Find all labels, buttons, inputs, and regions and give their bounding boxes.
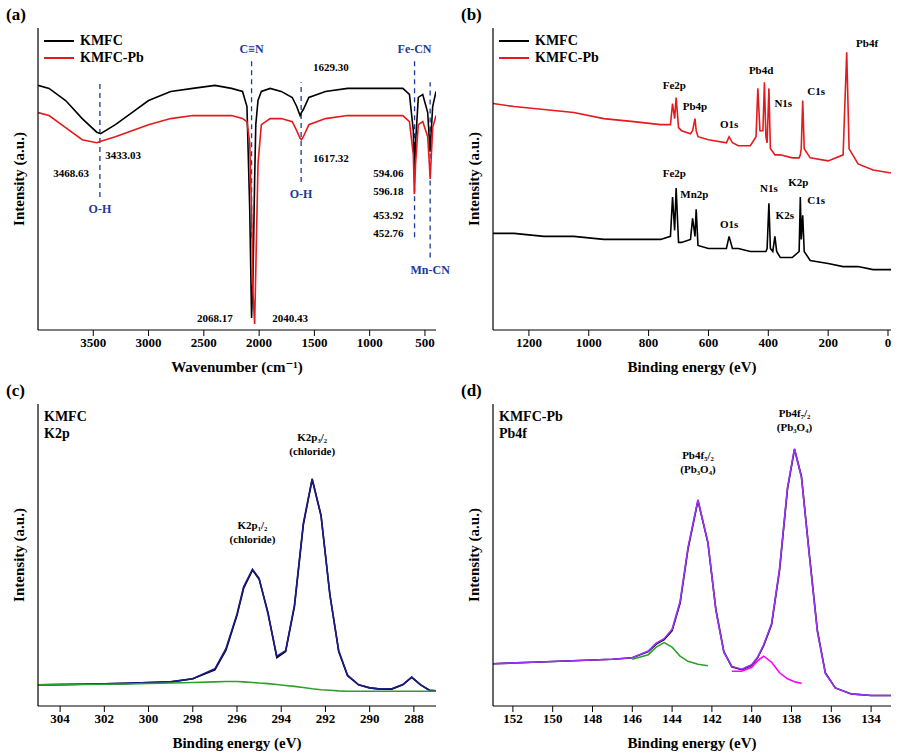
svg-text:146: 146 [623, 711, 643, 726]
html-text:Pb4f: Pb4f [499, 426, 527, 441]
svg-text:1629.30: 1629.30 [313, 61, 349, 73]
svg-text:2000: 2000 [246, 335, 272, 350]
svg-text:3000: 3000 [136, 335, 162, 350]
svg-text:200: 200 [818, 335, 838, 350]
html-text:KMFC: KMFC [535, 32, 578, 48]
svg-text:Pb4f: Pb4f [856, 37, 878, 49]
html-text:KMFC-Pb: KMFC-Pb [499, 409, 563, 424]
html-text:KMFC: KMFC [80, 32, 123, 48]
svg-text:3500: 3500 [80, 335, 106, 350]
svg-text:O-H: O-H [290, 187, 313, 201]
html-text:(d): (d) [461, 381, 482, 400]
svg-text:3468.63: 3468.63 [53, 167, 89, 179]
svg-text:302: 302 [95, 711, 115, 726]
svg-text:3433.03: 3433.03 [105, 149, 141, 161]
svg-text:O1s: O1s [720, 218, 739, 230]
svg-text:Binding energy (eV): Binding energy (eV) [627, 359, 756, 376]
svg-text:140: 140 [742, 711, 762, 726]
svg-text:144: 144 [662, 711, 682, 726]
svg-text:1200: 1200 [516, 335, 542, 350]
svg-text:Binding energy (eV): Binding energy (eV) [627, 735, 756, 752]
svg-text:Mn-CN: Mn-CN [410, 263, 450, 277]
svg-text:142: 142 [702, 711, 722, 726]
svg-text:Intensity (a.u.): Intensity (a.u.) [11, 132, 28, 226]
svg-text:K2s: K2s [776, 209, 795, 221]
svg-text:298: 298 [183, 711, 203, 726]
svg-text:Mn2p: Mn2p [680, 188, 708, 200]
html-text:KMFC-Pb: KMFC-Pb [80, 49, 144, 65]
svg-text:1000: 1000 [576, 335, 602, 350]
svg-text:C1s: C1s [807, 85, 825, 97]
svg-text:O-H: O-H [89, 202, 112, 216]
svg-text:K2p: K2p [788, 176, 808, 188]
svg-text:150: 150 [543, 711, 563, 726]
svg-text:K2p₃/₂(chloride): K2p₃/₂(chloride) [289, 431, 335, 458]
svg-text:800: 800 [639, 335, 659, 350]
svg-text:Wavenumber (cm⁻¹): Wavenumber (cm⁻¹) [171, 359, 303, 376]
svg-text:0: 0 [885, 335, 892, 350]
html-text:(a): (a) [6, 5, 26, 24]
svg-text:K2p₁/₂(chloride): K2p₁/₂(chloride) [230, 519, 276, 546]
svg-text:138: 138 [782, 711, 802, 726]
svg-text:C1s: C1s [807, 194, 825, 206]
html-text:KMFC: KMFC [44, 409, 87, 424]
svg-text:2068.17: 2068.17 [197, 312, 233, 324]
svg-text:Binding energy (eV): Binding energy (eV) [172, 735, 301, 752]
svg-text:O1s: O1s [720, 118, 739, 130]
svg-text:292: 292 [316, 711, 336, 726]
svg-text:294: 294 [271, 711, 291, 726]
html-text:(b): (b) [461, 5, 482, 24]
html-text:(c): (c) [6, 381, 25, 400]
svg-text:304: 304 [50, 711, 70, 726]
svg-text:134: 134 [861, 711, 881, 726]
svg-text:N1s: N1s [760, 182, 778, 194]
svg-text:Pb4d: Pb4d [749, 64, 773, 76]
svg-text:500: 500 [415, 335, 435, 350]
svg-text:Fe2p: Fe2p [663, 167, 686, 179]
svg-text:1500: 1500 [301, 335, 327, 350]
svg-text:148: 148 [583, 711, 603, 726]
svg-text:600: 600 [699, 335, 719, 350]
svg-text:Pb4f₇/₂(Pb₃O₄): Pb4f₇/₂(Pb₃O₄) [777, 407, 813, 434]
svg-text:Fe2p: Fe2p [663, 79, 686, 91]
svg-text:136: 136 [822, 711, 842, 726]
svg-text:1000: 1000 [357, 335, 383, 350]
svg-text:N1s: N1s [774, 97, 792, 109]
svg-text:1617.32: 1617.32 [313, 152, 349, 164]
svg-text:300: 300 [139, 711, 159, 726]
svg-text:Intensity (a.u.): Intensity (a.u.) [466, 508, 483, 602]
svg-text:Intensity (a.u.): Intensity (a.u.) [11, 508, 28, 602]
svg-text:Intensity (a.u.): Intensity (a.u.) [466, 132, 483, 226]
svg-text:Pb4f₅/₂(Pb₃O₄): Pb4f₅/₂(Pb₃O₄) [680, 449, 716, 476]
svg-text:594.06: 594.06 [373, 167, 404, 179]
svg-text:452.76: 452.76 [373, 227, 404, 239]
svg-text:2500: 2500 [191, 335, 217, 350]
svg-text:Fe-CN: Fe-CN [398, 42, 432, 56]
html-text:K2p: K2p [44, 426, 70, 441]
svg-text:Pb4p: Pb4p [683, 100, 707, 112]
svg-text:596.18: 596.18 [373, 185, 404, 197]
svg-text:290: 290 [360, 711, 380, 726]
svg-text:2040.43: 2040.43 [272, 312, 308, 324]
html-text:KMFC-Pb: KMFC-Pb [535, 49, 599, 65]
svg-text:453.92: 453.92 [373, 209, 404, 221]
svg-text:288: 288 [404, 711, 424, 726]
svg-text:C≡N: C≡N [239, 42, 264, 56]
svg-text:296: 296 [227, 711, 247, 726]
svg-text:400: 400 [759, 335, 779, 350]
svg-text:152: 152 [503, 711, 523, 726]
